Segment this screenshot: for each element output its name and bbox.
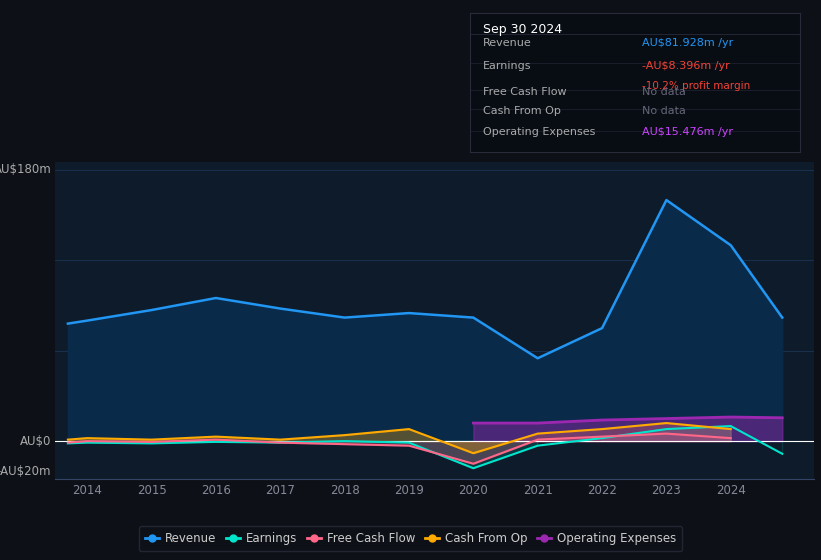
- Text: AU$81.928m /yr: AU$81.928m /yr: [642, 39, 733, 48]
- Text: Sep 30 2024: Sep 30 2024: [483, 23, 562, 36]
- Text: AU$180m: AU$180m: [0, 164, 51, 176]
- Text: Earnings: Earnings: [483, 60, 531, 71]
- Text: AU$0: AU$0: [20, 435, 51, 447]
- Text: No data: No data: [642, 87, 686, 97]
- Text: Operating Expenses: Operating Expenses: [483, 127, 595, 137]
- Text: No data: No data: [642, 106, 686, 116]
- Text: Revenue: Revenue: [483, 39, 531, 48]
- Text: Cash From Op: Cash From Op: [483, 106, 561, 116]
- Text: -AU$20m: -AU$20m: [0, 465, 51, 478]
- Legend: Revenue, Earnings, Free Cash Flow, Cash From Op, Operating Expenses: Revenue, Earnings, Free Cash Flow, Cash …: [139, 526, 682, 551]
- Text: -10.2% profit margin: -10.2% profit margin: [642, 82, 750, 91]
- Text: AU$15.476m /yr: AU$15.476m /yr: [642, 127, 732, 137]
- Text: -AU$8.396m /yr: -AU$8.396m /yr: [642, 60, 729, 71]
- Text: Free Cash Flow: Free Cash Flow: [483, 87, 566, 97]
